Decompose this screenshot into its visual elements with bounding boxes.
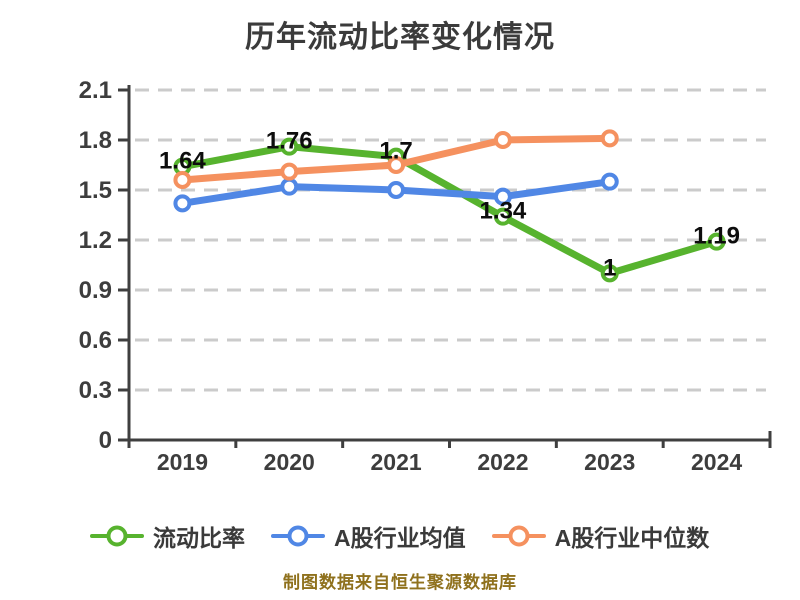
- data-point-marker: [387, 181, 406, 199]
- y-tick-label: 0: [99, 427, 112, 454]
- data-point-marker: [600, 129, 619, 148]
- data-point-marker: [280, 177, 299, 196]
- legend-label-current-ratio: 流动比率: [153, 525, 245, 551]
- series-line-0: [178, 143, 721, 277]
- legend-marker-green-icon: [90, 525, 144, 547]
- line-chart-canvas: 0 0.3 0.6 0.9 1.2 1.5 1.8 2.1 2019 2020 2021 2022 20…: [79, 77, 772, 475]
- data-label: 1.7: [379, 138, 412, 165]
- data-label: 1.19: [693, 223, 740, 250]
- x-axis-label: 2021: [370, 449, 421, 475]
- x-axis-label: 2020: [264, 449, 315, 475]
- y-tick-label: 0.9: [79, 277, 112, 304]
- legend-label-industry-mean: A股行业均值: [334, 525, 466, 551]
- data-point-marker: [600, 264, 619, 283]
- data-point-marker: [387, 156, 406, 174]
- data-label: 1.34: [480, 198, 527, 225]
- x-axis-label: 2023: [584, 449, 635, 475]
- legend-item-industry-median[interactable]: A股行业中位数: [491, 519, 710, 553]
- chart-title: 历年流动比率变化情况: [245, 21, 555, 54]
- legend-item-current-ratio[interactable]: 流动比率: [90, 519, 245, 553]
- chart-legend: 流动比率 A股行业均值 A股行业中位数: [0, 514, 800, 558]
- data-point-marker: [280, 137, 299, 156]
- data-point-marker: [707, 232, 726, 251]
- x-axis-label: 2024: [691, 449, 742, 475]
- data-source-note: 制图数据来自恒生聚源数据库: [283, 573, 517, 592]
- data-point-marker: [493, 207, 512, 226]
- data-point-marker: [280, 162, 299, 181]
- data-point-marker: [493, 131, 512, 149]
- data-label: 1: [603, 254, 616, 281]
- x-axis-label: 2022: [477, 449, 528, 475]
- y-tick-label: 1.5: [79, 177, 112, 204]
- y-tick-label: 0.3: [79, 377, 112, 404]
- y-tick-label: 1.2: [79, 227, 112, 254]
- data-point-marker: [600, 172, 619, 191]
- data-label: 1.64: [159, 148, 206, 175]
- legend-item-industry-mean[interactable]: A股行业均值: [271, 519, 466, 553]
- data-point-marker: [493, 187, 512, 206]
- y-tick-label: 2.1: [79, 77, 112, 104]
- x-axis-label: 2019: [157, 449, 208, 475]
- legend-marker-orange-icon: [491, 525, 546, 547]
- data-point-marker: [173, 194, 192, 213]
- legend-label-industry-median: A股行业中位数: [554, 525, 710, 551]
- x-axis-line: [129, 431, 772, 442]
- y-tick-label: 0.6: [79, 327, 112, 354]
- data-label: 1.76: [266, 128, 313, 155]
- y-tick-label: 1.8: [79, 127, 112, 154]
- legend-marker-blue-icon: [271, 525, 325, 547]
- data-point-marker: [173, 171, 192, 189]
